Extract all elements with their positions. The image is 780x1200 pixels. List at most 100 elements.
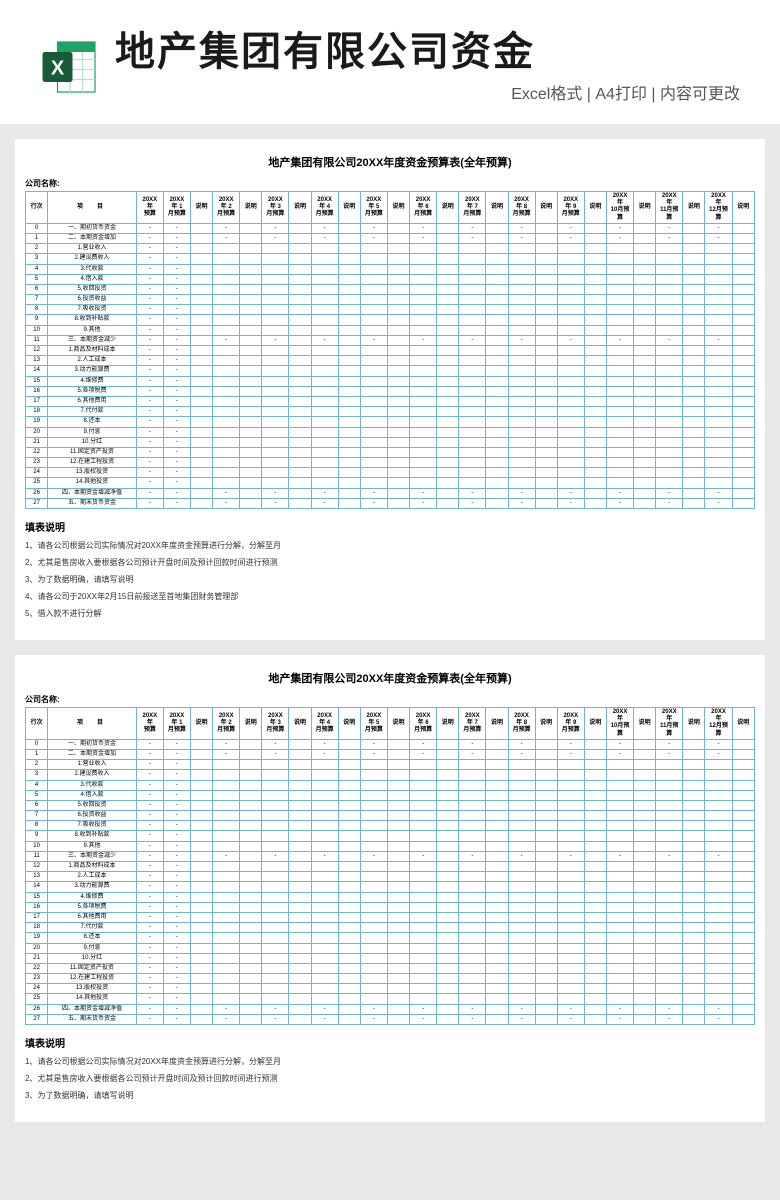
cell-month [557, 366, 584, 376]
cell-note [584, 923, 606, 933]
cell-month [705, 254, 732, 264]
cell-note [240, 264, 262, 274]
cell-month [508, 841, 535, 851]
header-item: 项 目 [48, 708, 137, 740]
cell-note [634, 770, 656, 780]
cell-note [190, 284, 212, 294]
cell-month [656, 315, 683, 325]
cell-month [656, 933, 683, 943]
cell-month [410, 841, 437, 851]
cell-note [338, 295, 360, 305]
cell-month [705, 295, 732, 305]
cell-note [437, 1004, 459, 1014]
cell-month [360, 386, 387, 396]
cell-month [459, 346, 486, 356]
cell-month: - [557, 498, 584, 508]
cell-month [557, 760, 584, 770]
cell-note [486, 760, 508, 770]
cell-month [262, 458, 289, 468]
cell-note [387, 933, 409, 943]
cell-rownum: 13 [26, 356, 48, 366]
cell-month: - [163, 437, 190, 447]
cell-note [190, 458, 212, 468]
cell-note [338, 468, 360, 478]
header-month-11: 20XX年11月预算 [656, 192, 683, 224]
cell-note [387, 800, 409, 810]
cell-note [240, 315, 262, 325]
cell-month [656, 346, 683, 356]
cell-month: - [163, 447, 190, 457]
cell-item: 8.还本 [48, 417, 137, 427]
cell-month [262, 770, 289, 780]
cell-note [289, 274, 311, 284]
cell-month [311, 284, 338, 294]
cell-year: - [136, 760, 163, 770]
cell-note [387, 994, 409, 1004]
cell-item: 3.代收款 [48, 780, 137, 790]
cell-month: - [557, 851, 584, 861]
cell-note [683, 325, 705, 335]
cell-note [338, 335, 360, 345]
cell-note [437, 882, 459, 892]
header-month-3: 20XX年 3月预算 [262, 708, 289, 740]
cell-note [190, 862, 212, 872]
cell-note [289, 923, 311, 933]
cell-month [656, 953, 683, 963]
cell-note [240, 1014, 262, 1024]
cell-month [557, 933, 584, 943]
cell-month [705, 862, 732, 872]
cell-note [584, 488, 606, 498]
cell-note [732, 851, 754, 861]
cell-month: - [163, 841, 190, 851]
cell-month [311, 892, 338, 902]
cell-note [486, 780, 508, 790]
cell-note [486, 1004, 508, 1014]
cell-month [656, 882, 683, 892]
cell-note [634, 244, 656, 254]
cell-month: - [163, 233, 190, 243]
cell-month [360, 892, 387, 902]
header-note-6: 说明 [437, 192, 459, 224]
cell-note [387, 1004, 409, 1014]
cell-note [437, 963, 459, 973]
cell-item: 4.借入款 [48, 790, 137, 800]
cell-note [240, 994, 262, 1004]
cell-month [410, 386, 437, 396]
cell-month [705, 760, 732, 770]
cell-month [705, 974, 732, 984]
table-row: 2413.股权投资-- [26, 984, 755, 994]
cell-month [410, 760, 437, 770]
cell-month [213, 478, 240, 488]
instruction-item: 2、尤其是售房收入要根据各公司预计开盘时间及预计回款时间进行预测 [25, 1073, 755, 1084]
cell-month [508, 427, 535, 437]
cell-note [634, 800, 656, 810]
cell-note [634, 912, 656, 922]
cell-month: - [262, 851, 289, 861]
cell-month: - [311, 851, 338, 861]
cell-month [557, 984, 584, 994]
cell-month [262, 284, 289, 294]
table-row: 198.还本-- [26, 417, 755, 427]
cell-month: - [163, 264, 190, 274]
cell-month [459, 912, 486, 922]
cell-item: 5.各项税费 [48, 386, 137, 396]
cell-month [459, 811, 486, 821]
cell-note [190, 335, 212, 345]
cell-month [262, 315, 289, 325]
cell-month [705, 417, 732, 427]
cell-note [683, 811, 705, 821]
cell-month [410, 295, 437, 305]
cell-rownum: 6 [26, 284, 48, 294]
table-row: 65.收回投资-- [26, 284, 755, 294]
cell-month [557, 305, 584, 315]
cell-note [634, 882, 656, 892]
cell-month [557, 458, 584, 468]
cell-item: 1.商品及材料成本 [48, 346, 137, 356]
cell-note [486, 498, 508, 508]
cell-month [656, 912, 683, 922]
cell-month [508, 800, 535, 810]
spreadsheet-preview: 地产集团有限公司20XX年度资金预算表(全年预算)公司名称:行次项 目20XX年… [15, 655, 765, 1122]
cell-note [634, 488, 656, 498]
cell-note [634, 923, 656, 933]
cell-month [607, 800, 634, 810]
